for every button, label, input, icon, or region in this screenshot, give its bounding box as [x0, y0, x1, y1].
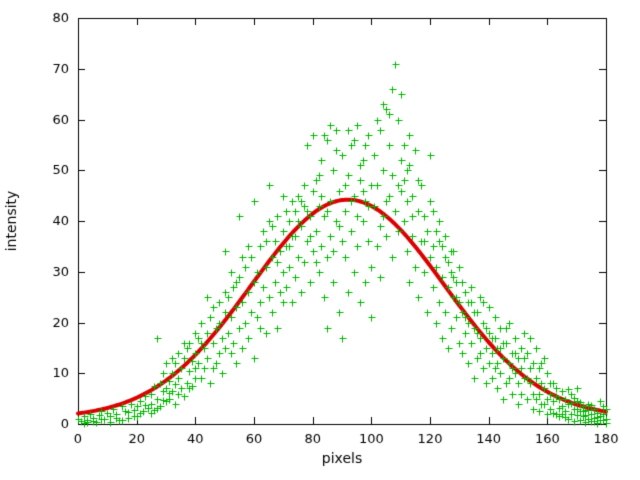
plot-window — [0, 0, 640, 480]
intensity-profile-chart — [0, 0, 640, 480]
